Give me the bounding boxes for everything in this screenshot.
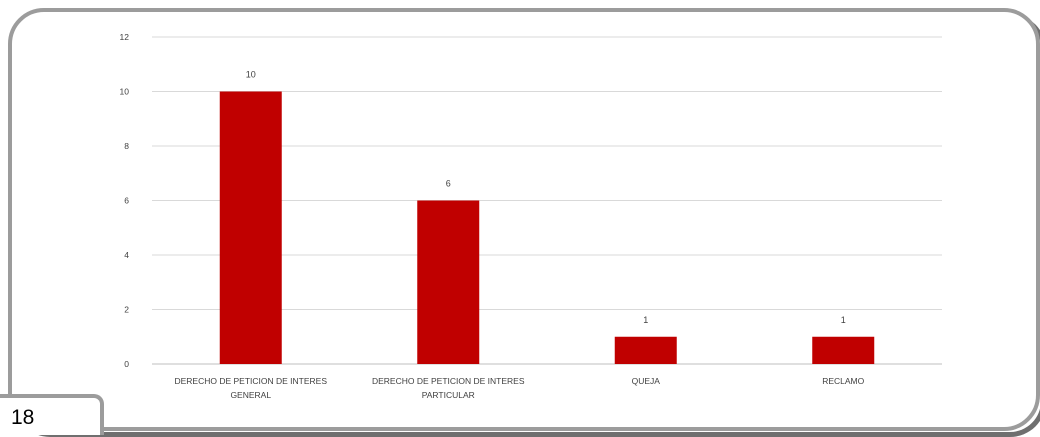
- y-axis-ticks: 0 2 4 6 8 10 12: [120, 32, 130, 369]
- bar: [812, 336, 875, 364]
- x-category-label: QUEJA: [632, 376, 661, 386]
- data-label: 1: [841, 315, 846, 325]
- y-tick-label: 6: [124, 196, 129, 206]
- page-number-tab: 18: [0, 394, 104, 435]
- gridlines: [152, 36, 942, 365]
- data-label: 10: [246, 70, 256, 80]
- y-tick-label: 10: [120, 87, 130, 97]
- y-tick-label: 2: [124, 305, 129, 315]
- x-category-label: DERECHO DE PETICION DE INTERES PARTICULAR: [372, 376, 525, 400]
- page-number: 18: [11, 406, 35, 429]
- x-category-label: DERECHO DE PETICION DE INTERES GENERAL: [174, 376, 327, 400]
- bar: [417, 200, 480, 364]
- y-tick-label: 0: [124, 359, 129, 369]
- data-label: 1: [643, 315, 648, 325]
- y-tick-label: 12: [120, 32, 130, 42]
- bar: [614, 336, 677, 364]
- bars: [219, 91, 875, 364]
- bar: [219, 91, 282, 364]
- x-axis-categories: DERECHO DE PETICION DE INTERES GENERAL DER…: [174, 376, 864, 400]
- y-tick-label: 4: [124, 250, 129, 260]
- y-tick-label: 8: [124, 141, 129, 151]
- x-category-label: RECLAMO: [822, 376, 864, 386]
- data-labels: 10 6 1 1: [246, 70, 846, 325]
- data-label: 6: [446, 179, 451, 189]
